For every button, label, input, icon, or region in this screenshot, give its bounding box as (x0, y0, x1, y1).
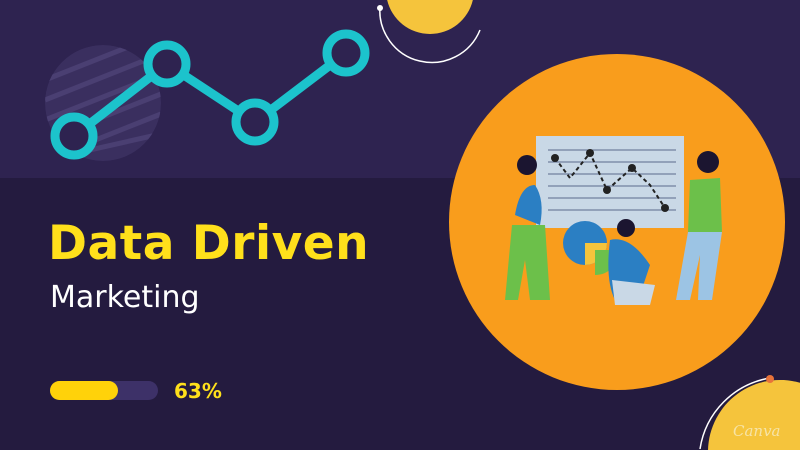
progress-bar (50, 381, 158, 400)
page-subtitle: Marketing (50, 280, 200, 315)
progress-bar-fill (50, 381, 119, 400)
yellow-circle-top (377, 0, 481, 64)
page-title: Data Driven (48, 216, 370, 271)
progress-label: 63% (174, 379, 222, 403)
line-chart-icon (50, 29, 370, 160)
canva-watermark: Canva (733, 422, 781, 440)
yellow-circle-bottom (699, 375, 800, 450)
marketing-illustration (449, 54, 785, 390)
